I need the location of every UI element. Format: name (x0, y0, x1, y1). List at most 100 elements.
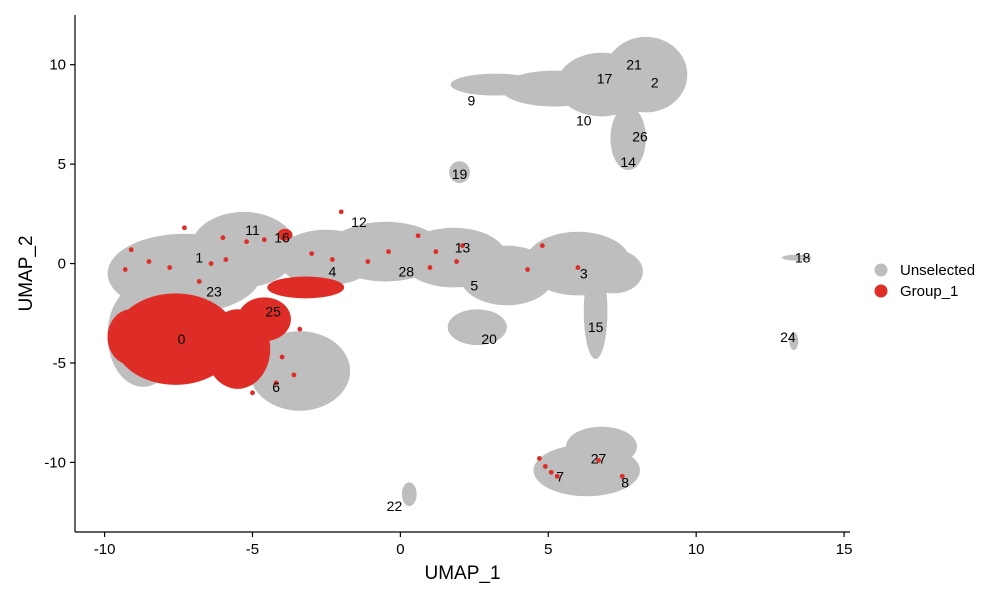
cluster-label-13: 13 (455, 240, 471, 256)
unselected-cell-region-1 (190, 211, 297, 288)
cluster-label-26: 26 (632, 128, 648, 144)
group1-cell-region-3 (237, 297, 291, 342)
cluster-label-11: 11 (245, 222, 260, 238)
group1-point-22 (542, 463, 548, 469)
y-axis-ticks: -10 -5 0 5 10 (44, 57, 75, 471)
group1-point-15 (427, 265, 433, 270)
cluster-label-19: 19 (452, 166, 468, 182)
cluster-label-25: 25 (265, 303, 281, 319)
x-tick-label: -10 (94, 541, 116, 558)
cluster-label-23: 23 (206, 283, 222, 299)
group1-point-23 (548, 469, 554, 475)
cluster-label-0: 0 (178, 331, 186, 347)
group1-point-10 (338, 209, 344, 215)
group1-point-5 (208, 261, 214, 266)
group1-point-30 (122, 267, 128, 272)
x-tick-label: -5 (246, 541, 259, 558)
legend-label-group_1: Group_1 (900, 283, 958, 300)
y-axis-title: UMAP_2 (16, 235, 37, 311)
cluster-label-22: 22 (387, 498, 403, 514)
x-tick-label: 15 (836, 541, 853, 558)
group1-point-2 (244, 239, 249, 245)
group1-point-7 (261, 237, 267, 243)
y-tick-label: -5 (53, 355, 66, 372)
group1-point-12 (386, 249, 391, 255)
unselected-cell-region-3 (249, 331, 351, 411)
group1-point-9 (329, 257, 335, 262)
y-tick-label: 5 (58, 156, 66, 173)
cluster-label-2: 2 (651, 75, 659, 91)
group1-point-11 (365, 259, 371, 264)
cluster-label-27: 27 (591, 450, 607, 466)
unselected-cell-region-19 (566, 426, 638, 467)
cluster-label-3: 3 (580, 266, 588, 282)
x-tick-label: 10 (688, 541, 705, 558)
group1-point-19 (539, 243, 545, 249)
cluster-label-8: 8 (621, 474, 629, 490)
group1-point-34 (223, 257, 229, 262)
cluster-label-15: 15 (588, 319, 604, 335)
cluster-label-12: 12 (351, 214, 367, 230)
cluster-label-21: 21 (626, 57, 642, 73)
group1-point-4 (128, 247, 134, 253)
group1-point-26 (619, 473, 625, 479)
group1-point-3 (146, 259, 152, 264)
unselected-cell-region-16 (610, 106, 646, 171)
group1-cell-region-4 (267, 276, 345, 299)
unselected-cell-region-22 (401, 482, 417, 507)
cluster-label-4: 4 (328, 264, 336, 280)
y-tick-label: 0 (58, 256, 66, 273)
unselected-cell-region-17 (449, 161, 470, 184)
cluster-label-5: 5 (470, 277, 478, 293)
legend-label-unselected: Unselected (900, 262, 975, 279)
legend: Unselected Group_1 (874, 262, 975, 300)
x-tick-label: 5 (544, 541, 552, 558)
y-tick-label: 10 (49, 57, 66, 74)
group1-point-18 (525, 267, 530, 272)
group1-point-0 (182, 225, 187, 231)
cluster-label-16: 16 (274, 230, 290, 246)
legend-swatch-unselected (874, 263, 888, 277)
unselected-cell-region-20 (789, 332, 799, 351)
group1-cell-region-5 (277, 228, 293, 241)
group1-point-20 (575, 265, 581, 270)
cluster-label-24: 24 (780, 329, 796, 345)
group1-point-31 (196, 279, 202, 284)
cluster-label-17: 17 (597, 71, 613, 87)
group1-point-29 (250, 390, 255, 396)
group1-point-17 (460, 243, 465, 249)
group1-point-16 (454, 259, 459, 264)
unselected-cell-region-21 (781, 254, 812, 261)
group1-point-6 (167, 265, 173, 270)
cluster-label-28: 28 (399, 264, 415, 280)
x-axis-title: UMAP_1 (424, 563, 500, 584)
group1-point-21 (537, 456, 542, 461)
group1-point-33 (297, 326, 303, 332)
unselected-cell-region-15 (604, 36, 688, 113)
cluster-label-14: 14 (620, 154, 636, 170)
group1-point-24 (554, 473, 560, 479)
cluster-label-20: 20 (481, 331, 497, 347)
cluster-label-7: 7 (556, 468, 564, 484)
group1-point-1 (220, 235, 226, 241)
cluster-label-6: 6 (272, 379, 280, 395)
unselected-cell-region-11 (447, 309, 507, 346)
group1-cell-region-1 (107, 309, 155, 365)
cluster-label-10: 10 (576, 112, 592, 128)
group1-point-32 (279, 354, 285, 360)
cluster-label-18: 18 (795, 250, 811, 266)
y-tick-label: -10 (44, 454, 66, 471)
legend-swatch-group_1 (874, 284, 888, 298)
group1-point-13 (415, 233, 421, 239)
group1-point-25 (596, 458, 601, 463)
x-tick-label: 0 (396, 541, 404, 558)
x-axis-ticks: -10 -5 0 5 10 15 (94, 532, 853, 558)
group1-point-27 (291, 372, 297, 378)
group1-point-8 (309, 251, 315, 257)
group1-point-14 (433, 249, 439, 255)
unselected-cell-region-10 (583, 263, 608, 360)
cluster-label-1: 1 (195, 250, 203, 266)
